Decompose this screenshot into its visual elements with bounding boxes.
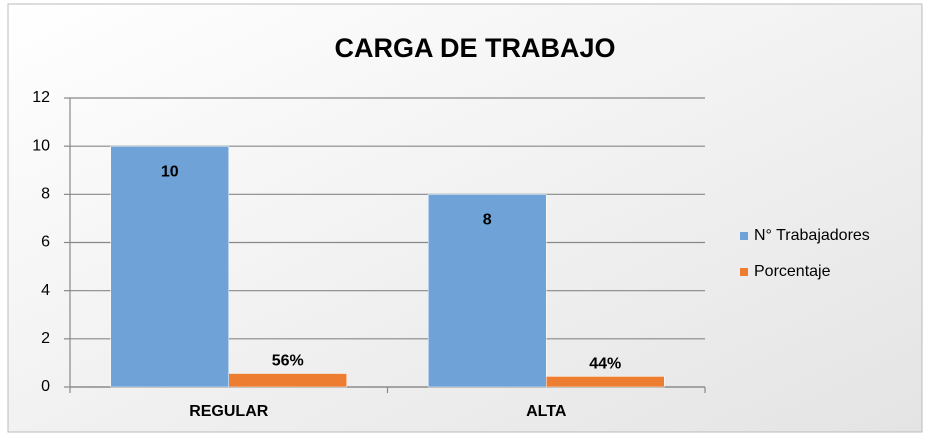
y-tick-label: 12 <box>32 89 50 106</box>
x-tick-label: ALTA <box>526 403 567 420</box>
chart-title: CARGA DE TRABAJO <box>334 33 615 63</box>
y-tick-label: 10 <box>32 137 50 154</box>
data-label: 56% <box>272 353 304 370</box>
bar <box>228 373 347 388</box>
legend-label: N° Trabajadores <box>754 227 870 244</box>
y-tick-label: 2 <box>41 330 50 347</box>
y-tick-label: 8 <box>41 186 50 203</box>
data-label: 10 <box>161 163 179 180</box>
bar <box>428 194 547 388</box>
legend-label: Porcentaje <box>754 263 831 280</box>
legend-swatch <box>740 268 748 276</box>
bar <box>546 376 665 388</box>
y-tick-label: 6 <box>41 234 50 251</box>
y-tick-label: 0 <box>41 378 50 395</box>
data-label: 8 <box>483 212 492 229</box>
data-label: 44% <box>589 356 621 373</box>
legend-swatch <box>740 232 748 240</box>
y-tick-label: 4 <box>41 282 50 299</box>
x-tick-label: REGULAR <box>189 403 269 420</box>
bar <box>110 145 229 388</box>
